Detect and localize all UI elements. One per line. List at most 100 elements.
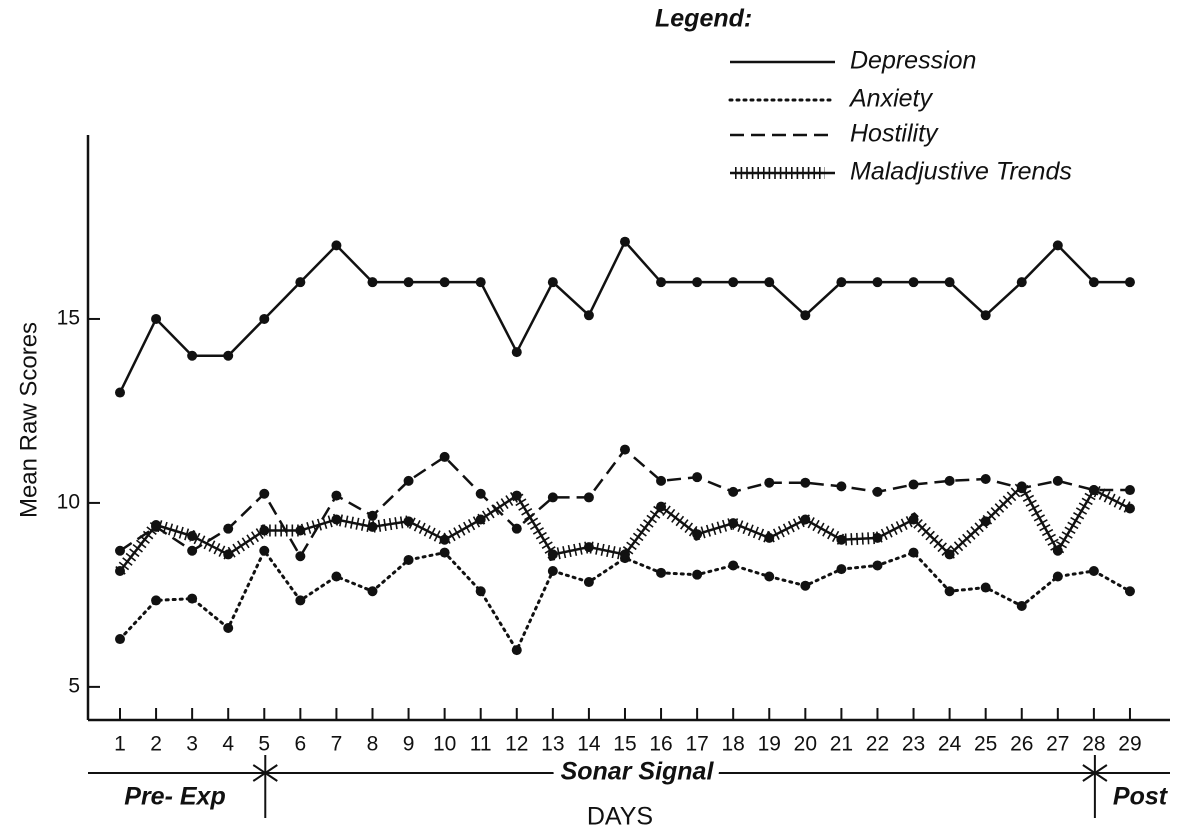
data-point [944, 549, 955, 560]
x-tick-label: 12 [505, 733, 528, 756]
data-point [836, 277, 847, 288]
data-point [511, 490, 522, 501]
data-point [367, 510, 378, 521]
data-point [223, 350, 234, 361]
x-tick-label: 3 [186, 733, 198, 756]
data-point [331, 490, 342, 501]
data-point [331, 240, 342, 251]
data-point [728, 486, 739, 497]
data-point [187, 531, 198, 542]
data-point [692, 472, 703, 483]
x-tick-label: 26 [1010, 733, 1033, 756]
data-point [403, 554, 414, 565]
data-point [115, 634, 125, 645]
data-point [547, 549, 558, 560]
data-point [439, 451, 450, 462]
y-tick-label: 5 [68, 674, 80, 697]
data-point [439, 547, 450, 558]
data-point [980, 310, 991, 321]
data-point [728, 518, 739, 529]
data-point [836, 564, 847, 575]
data-point [872, 532, 883, 543]
data-point [1052, 240, 1063, 251]
x-tick-label: 21 [830, 733, 853, 756]
x-tick-label: 22 [866, 733, 889, 756]
data-point [764, 277, 775, 288]
data-point [151, 595, 162, 606]
data-point [872, 486, 883, 497]
data-point [475, 488, 486, 499]
phase-label: Pre- Exp [124, 783, 225, 811]
x-tick-label: 11 [470, 733, 492, 756]
data-point [692, 569, 703, 580]
data-point [980, 582, 991, 593]
data-point [800, 310, 811, 321]
data-point [908, 514, 919, 525]
data-point [115, 565, 125, 576]
data-point [1052, 571, 1063, 582]
data-point [800, 514, 811, 525]
x-tick-label: 4 [222, 733, 234, 756]
data-point [1052, 475, 1063, 486]
data-point [1124, 586, 1135, 597]
data-point [1088, 277, 1099, 288]
data-point [980, 516, 991, 527]
data-point [619, 444, 630, 455]
data-point [1052, 545, 1063, 556]
x-tick-label: 6 [295, 733, 307, 756]
data-point [908, 479, 919, 490]
data-point [547, 565, 558, 576]
x-tick-label: 29 [1118, 733, 1141, 756]
y-tick-label: 15 [57, 307, 80, 330]
data-point [115, 387, 125, 398]
data-point [656, 277, 667, 288]
y-axis-label: Mean Raw Scores [15, 322, 42, 518]
x-tick-label: 1 [114, 733, 126, 756]
data-point [944, 586, 955, 597]
phase-arrow [1082, 764, 1108, 782]
data-point [1016, 277, 1027, 288]
data-point [259, 525, 270, 536]
data-point [619, 236, 630, 247]
data-point [367, 521, 378, 532]
data-point [295, 595, 306, 606]
data-point [692, 277, 703, 288]
x-tick-label: 9 [403, 733, 415, 756]
data-point [547, 277, 558, 288]
x-tick-label: 7 [331, 733, 343, 756]
x-tick-label: 14 [577, 733, 601, 756]
data-point [511, 523, 522, 534]
data-point [1016, 481, 1027, 492]
data-point [908, 277, 919, 288]
data-point [151, 313, 162, 324]
data-point [259, 545, 270, 556]
data-point [187, 593, 198, 604]
data-point [331, 571, 342, 582]
data-point [403, 475, 414, 486]
x-tick-label: 5 [258, 733, 270, 756]
x-tick-label: 19 [758, 733, 781, 756]
data-point [764, 532, 775, 543]
data-point [1016, 600, 1027, 611]
data-point [908, 547, 919, 558]
x-tick-label: 25 [974, 733, 997, 756]
data-point [1124, 277, 1135, 288]
legend-label: Anxiety [848, 85, 933, 113]
data-point [187, 350, 198, 361]
data-point [259, 488, 270, 499]
x-tick-label: 17 [685, 733, 708, 756]
phase-arrow [252, 764, 278, 782]
data-point [475, 586, 486, 597]
data-point [583, 310, 594, 321]
data-point [439, 277, 450, 288]
data-point [764, 477, 775, 488]
data-point [1124, 485, 1135, 496]
data-point [223, 549, 234, 560]
series-line [118, 547, 1132, 654]
data-point [331, 514, 342, 525]
data-point [511, 645, 522, 656]
data-point [656, 501, 667, 512]
data-point [728, 560, 739, 571]
legend-title: Legend: [655, 5, 752, 33]
